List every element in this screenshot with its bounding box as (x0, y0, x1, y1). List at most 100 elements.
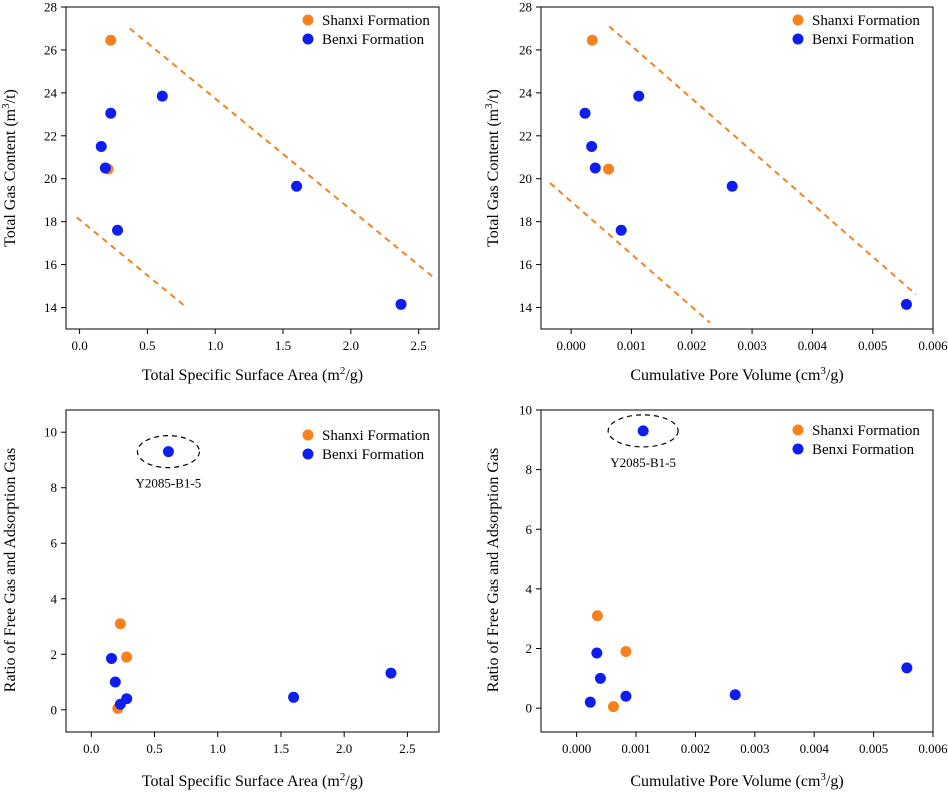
chart-bottom-left: 0.0 0.5 1.0 1.5 2.0 2.5 0 2 4 6 8 10 Total Specific … (2, 409, 440, 790)
y-tick-label: 14 (44, 300, 58, 315)
benxi-point (105, 107, 117, 119)
annotation-label: Y2085-B1-5 (136, 476, 202, 491)
x-tick-label: 0.5 (139, 338, 155, 353)
y-axis-label: Total Gas Content (m3/t) (0, 89, 19, 247)
benxi-point (109, 676, 121, 688)
legend-marker-benxi (792, 33, 804, 45)
x-tick-label: 0.005 (858, 338, 887, 353)
annotation-label: Y2085-B1-5 (610, 455, 676, 470)
y-tick-label: 26 (44, 42, 58, 57)
x-tick-label: 0.003 (740, 741, 769, 756)
y-tick-label: 16 (519, 257, 533, 272)
y-tick-label: 22 (519, 128, 532, 143)
benxi-point (162, 446, 174, 458)
y-tick-label: 2 (51, 647, 58, 662)
y-tick-label: 8 (526, 462, 533, 477)
legend-marker-benxi (302, 448, 314, 460)
benxi-point (114, 698, 126, 710)
y-tick-label: 26 (519, 42, 533, 57)
x-tick-label: 2.5 (399, 741, 415, 756)
benxi-point (112, 224, 124, 236)
benxi-point (95, 141, 107, 153)
legend-label: Shanxi Formation (812, 13, 920, 29)
x-tick-label: 0.0 (83, 741, 99, 756)
legend-marker-benxi (792, 443, 804, 455)
y-axis-label: Ratio of Free Gas and Adsorption Gas (485, 448, 502, 692)
y-tick-label: 0 (51, 702, 58, 717)
benxi-point (900, 298, 912, 310)
legend-marker-shanxi (792, 14, 804, 26)
x-axis-label: Cumulative Pore Volume (cm3/g) (630, 771, 843, 790)
trend-line (608, 25, 917, 296)
y-tick-label: 24 (519, 85, 533, 100)
legend-marker-benxi (302, 33, 314, 45)
benxi-point (288, 691, 300, 703)
x-tick-label: 0.002 (677, 338, 706, 353)
x-tick-label: 0.004 (798, 338, 828, 353)
x-tick-label: 2.5 (411, 338, 427, 353)
shanxi-point (114, 618, 126, 630)
legend-label: Benxi Formation (322, 447, 425, 463)
x-tick-label: 0.0 (71, 338, 87, 353)
benxi-point (291, 180, 303, 192)
x-axis-label: Cumulative Pore Volume (cm3/g) (630, 365, 843, 384)
benxi-point (589, 162, 601, 174)
x-tick-label: 0.004 (800, 741, 830, 756)
y-tick-label: 14 (519, 300, 533, 315)
x-tick-label: 0.000 (557, 338, 586, 353)
plot-frame (65, 6, 440, 330)
y-tick-label: 2 (526, 641, 533, 656)
legend-label: Benxi Formation (812, 442, 915, 458)
y-tick-label: 6 (51, 536, 58, 551)
annotation-ellipse (607, 414, 679, 448)
x-tick-label: 1.5 (275, 338, 291, 353)
benxi-point (729, 689, 741, 701)
benxi-point (633, 90, 645, 102)
annotation-ellipse (136, 435, 201, 469)
y-axis-label: Total Gas Content (m3/t) (483, 89, 502, 247)
y-tick-label: 22 (44, 128, 57, 143)
benxi-point (901, 662, 913, 674)
shanxi-point (607, 701, 619, 713)
benxi-point (395, 298, 407, 310)
chart-bottom-right: 0.000 0.001 0.002 0.003 0.004 0.005 0.006 0 2 4 6 8… (485, 403, 948, 791)
x-tick-label: 1.5 (273, 741, 289, 756)
benxi-point (156, 90, 168, 102)
shanxi-point (586, 34, 598, 46)
y-tick-label: 18 (519, 214, 532, 229)
legend-marker-shanxi (302, 14, 314, 26)
benxi-point (726, 180, 738, 192)
benxi-point (591, 647, 603, 659)
legend-label: Benxi Formation (322, 32, 425, 48)
y-tick-label: 4 (51, 591, 58, 606)
x-axis-label: Total Specific Surface Area (m2/g) (142, 771, 363, 790)
x-tick-label: 0.006 (918, 338, 948, 353)
plot-frame (540, 6, 934, 330)
benxi-point (106, 652, 118, 664)
chart-top-left: 0.0 0.5 1.0 1.5 2.0 2.5 14 16 18 20 22 24 26 28 Total … (0, 0, 440, 384)
y-tick-label: 10 (44, 425, 57, 440)
x-tick-label: 1.0 (207, 338, 223, 353)
x-axis-label: Total Specific Surface Area (m2/g) (142, 365, 363, 384)
shanxi-point (603, 163, 615, 175)
trend-line (549, 182, 711, 324)
y-tick-label: 10 (519, 403, 532, 418)
y-tick-label: 28 (519, 0, 532, 15)
y-tick-label: 8 (51, 480, 58, 495)
legend-label: Shanxi Formation (322, 13, 430, 29)
benxi-point (586, 141, 598, 153)
shanxi-point (121, 651, 133, 663)
benxi-point (579, 107, 591, 119)
y-tick-label: 6 (526, 522, 533, 537)
x-tick-label: 0.006 (918, 741, 948, 756)
legend-marker-shanxi (792, 424, 804, 436)
x-tick-label: 0.5 (146, 741, 162, 756)
legend-label: Shanxi Formation (322, 428, 430, 444)
shanxi-point (591, 610, 603, 622)
y-tick-label: 20 (44, 171, 57, 186)
plot-frame (540, 409, 934, 733)
benxi-point (620, 690, 632, 702)
shanxi-point (620, 646, 632, 657)
chart-top-right: 0.000 0.001 0.002 0.003 0.004 0.005 0.006 14 16 1… (483, 0, 948, 384)
